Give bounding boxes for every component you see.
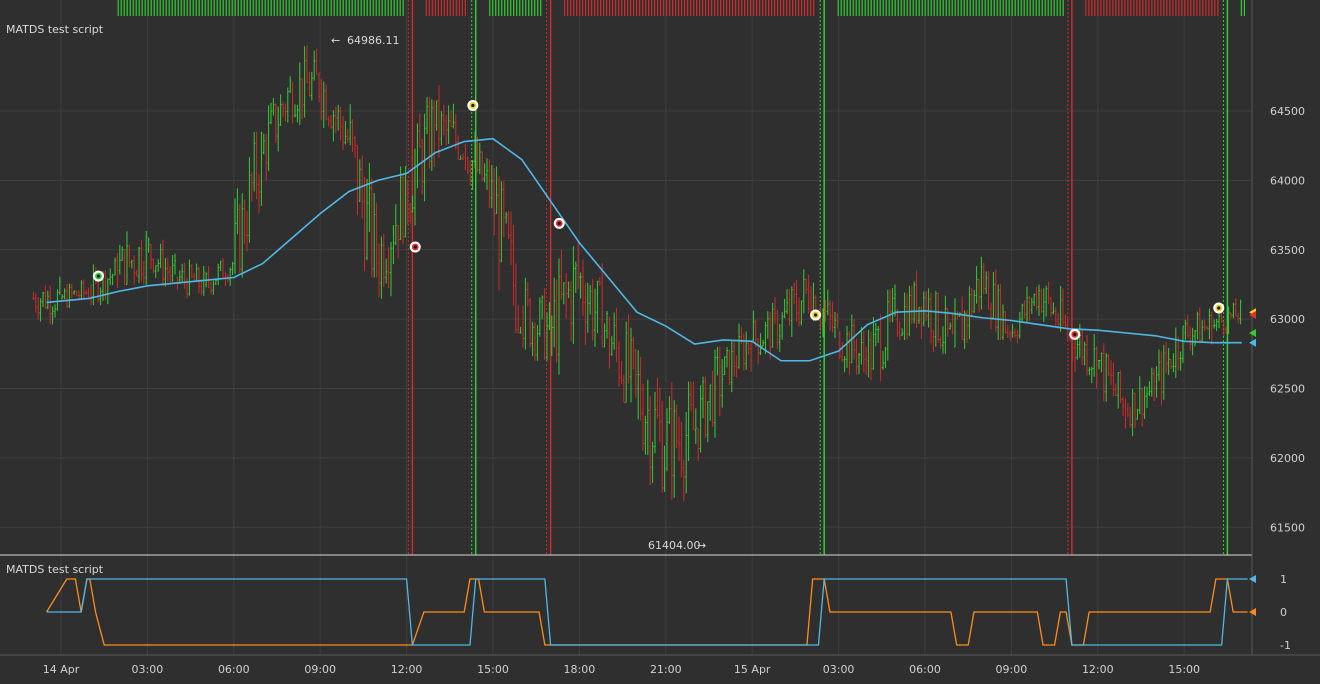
oscillator-tick-label: -1 (1280, 639, 1291, 652)
time-tick-label: 06:00 (218, 663, 250, 676)
oscillator-orange-marker-icon (1249, 608, 1256, 616)
price-tick-label: 64500 (1270, 105, 1305, 118)
time-tick-label: 15:00 (1168, 663, 1200, 676)
time-tick-label: 03:00 (132, 663, 164, 676)
moving-average-path (46, 137, 1242, 362)
moving-average-line (46, 137, 1242, 362)
signal-marker-dot (557, 221, 561, 225)
price-tick-label: 62500 (1270, 383, 1305, 396)
max-price-label: 64986.11 (347, 34, 400, 47)
oscillator-blue-marker-icon (1249, 575, 1256, 583)
signal-marker-dot (96, 274, 101, 278)
oscillator-axis[interactable]: 1 0 -1 (1249, 573, 1291, 652)
signal-markers (92, 99, 1225, 340)
time-tick-label: 09:00 (996, 663, 1028, 676)
time-tick-label: 03:00 (823, 663, 855, 676)
signal-bars (117, 0, 1246, 16)
oscillator-line-blue (46, 578, 1248, 646)
sub-pane-label: MATDS test script (6, 563, 104, 576)
max-price-annotation: ← 64986.11 (331, 34, 400, 47)
oscillator-series (46, 578, 1248, 646)
time-tick-label: 18:00 (564, 663, 596, 676)
time-tick-label: 21:00 (650, 663, 682, 676)
time-tick-label: 12:00 (391, 663, 423, 676)
time-tick-label: 06:00 (909, 663, 941, 676)
signal-lines (407, 0, 1229, 555)
min-arrow-icon: → (697, 539, 706, 552)
price-marker-icon (1249, 329, 1256, 337)
price-axis[interactable]: 61500 62000 62500 63000 63500 64000 64500 (1249, 105, 1305, 534)
time-tick-label: 15 Apr (734, 663, 771, 676)
signal-marker-dot (813, 313, 818, 317)
min-price-annotation: 61404.00 → (648, 539, 706, 552)
price-tick-label: 62000 (1270, 452, 1305, 465)
signal-marker-dot (413, 245, 417, 249)
signal-marker-dot (1217, 306, 1221, 310)
time-tick-label: 09:00 (304, 663, 336, 676)
price-tick-label: 64000 (1270, 174, 1305, 187)
time-axis[interactable]: 14 Apr 03:00 06:00 09:00 12:00 15:00 18:00 21:0… (43, 663, 1200, 676)
price-marker-icon (1249, 338, 1256, 347)
main-pane-label: MATDS test script (6, 23, 104, 36)
min-price-label: 61404.00 (648, 539, 701, 552)
price-tick-label: 63000 (1270, 313, 1305, 326)
signal-marker-dot (471, 103, 475, 108)
max-arrow-icon: ← (331, 34, 340, 47)
time-tick-label: 12:00 (1082, 663, 1114, 676)
oscillator-tick-label: 0 (1280, 606, 1287, 619)
time-tick-label: 14 Apr (43, 663, 80, 676)
grid-lines (0, 0, 1252, 655)
oscillator-tick-label: 1 (1280, 573, 1287, 586)
price-tick-label: 61500 (1270, 521, 1305, 534)
price-tick-label: 63500 (1270, 244, 1305, 257)
signal-marker-dot (1073, 332, 1077, 336)
price-marker-icon (1249, 310, 1256, 319)
time-tick-label: 15:00 (477, 663, 509, 676)
